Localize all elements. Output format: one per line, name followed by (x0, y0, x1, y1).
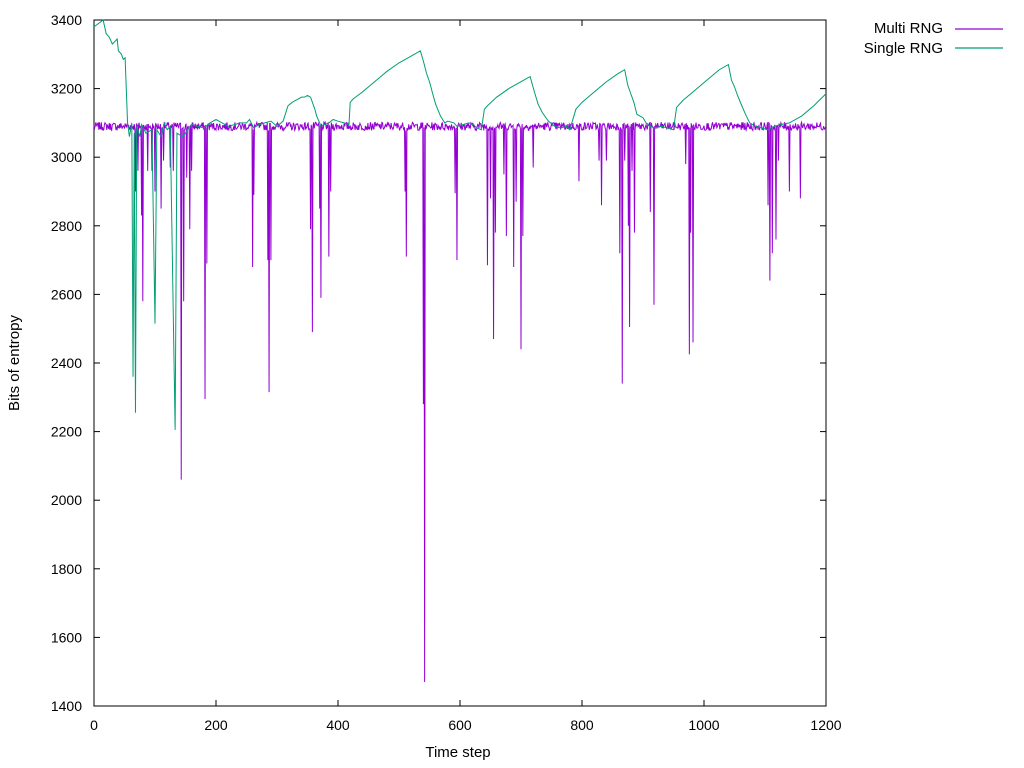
y-tick-label: 2800 (51, 218, 82, 234)
series-layer (93, 19, 827, 682)
y-tick-label: 1400 (51, 698, 82, 714)
y-tick-label: 3400 (51, 12, 82, 28)
y-tick-label: 3200 (51, 81, 82, 97)
y-tick-label: 2600 (51, 286, 82, 302)
x-tick-label: 1000 (688, 717, 719, 733)
y-tick-label: 2200 (51, 424, 82, 440)
x-tick-label: 800 (570, 717, 594, 733)
x-tick-label: 400 (326, 717, 350, 733)
ticks-layer: 0 200 400 600 800 1000 1200 1400 1600 1800 2000 220… (51, 12, 842, 733)
legend: Multi RNG Single RNG (864, 20, 1003, 57)
x-tick-label: 1200 (810, 717, 841, 733)
x-axis-title: Time step (425, 744, 490, 761)
y-tick-label: 1800 (51, 561, 82, 577)
y-tick-label: 1600 (51, 629, 82, 645)
x-tick-label: 200 (204, 717, 228, 733)
y-tick-label: 2400 (51, 355, 82, 371)
series-line-single-rng (93, 19, 827, 430)
x-tick-label: 600 (448, 717, 472, 733)
x-tick-label: 0 (90, 717, 98, 733)
y-axis-title: Bits of entropy (6, 315, 23, 411)
legend-label-single-rng: Single RNG (864, 40, 943, 57)
y-tick-label: 3000 (51, 149, 82, 165)
legend-label-multi-rng: Multi RNG (874, 20, 943, 37)
y-tick-label: 2000 (51, 492, 82, 508)
series-line-multi-rng (93, 120, 827, 682)
